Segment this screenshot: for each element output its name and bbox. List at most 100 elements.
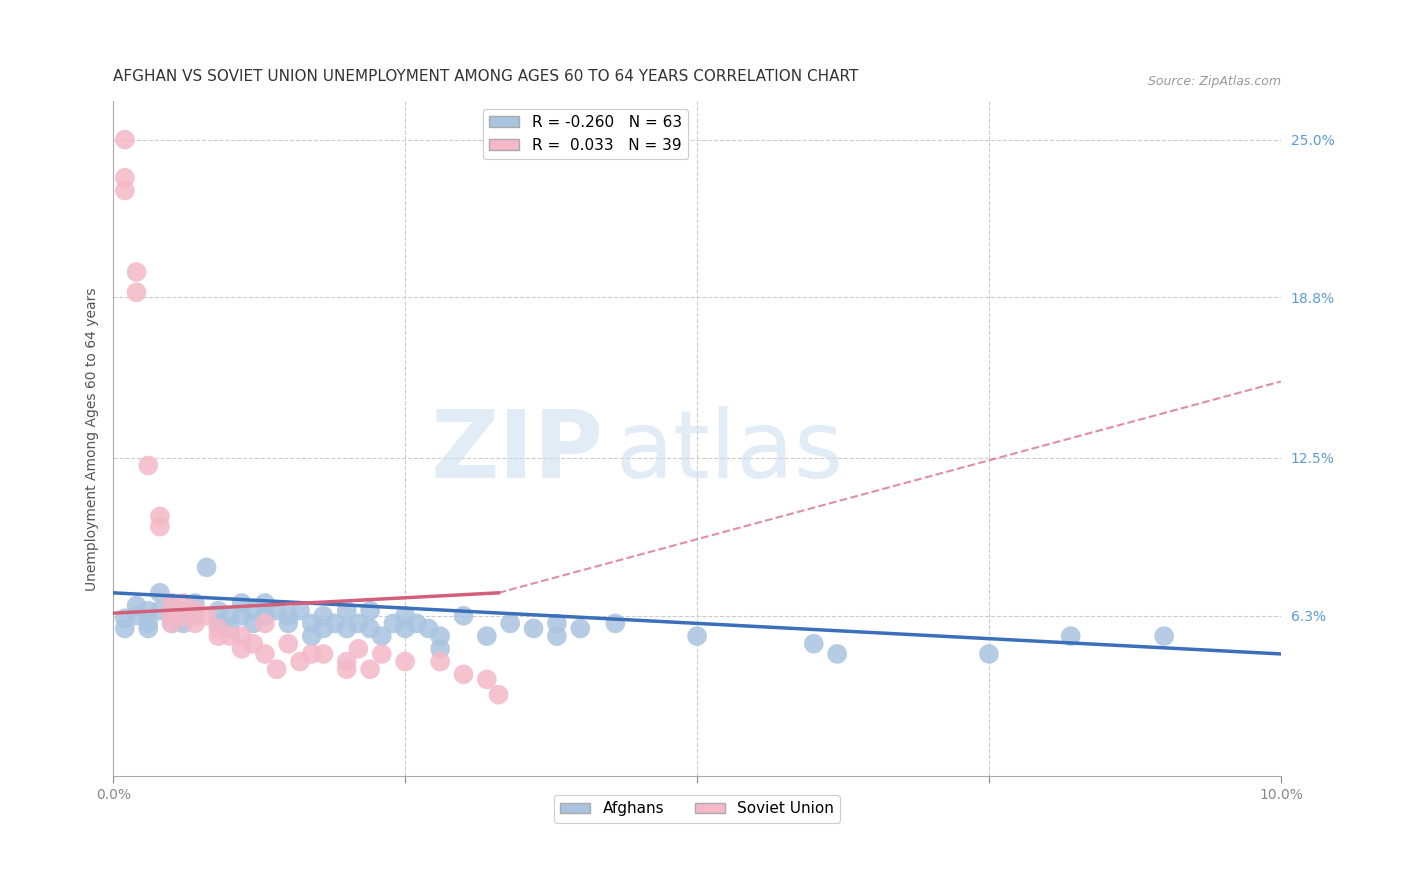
Point bbox=[114, 132, 136, 146]
Point bbox=[382, 616, 405, 631]
Point bbox=[172, 608, 194, 623]
Point bbox=[336, 604, 359, 618]
Point bbox=[160, 596, 183, 610]
Point bbox=[266, 604, 288, 618]
Point bbox=[825, 647, 848, 661]
Point bbox=[336, 662, 359, 676]
Point bbox=[453, 608, 475, 623]
Point bbox=[359, 604, 381, 618]
Point bbox=[803, 637, 825, 651]
Point bbox=[160, 616, 183, 631]
Point bbox=[371, 647, 394, 661]
Point bbox=[394, 655, 416, 669]
Point bbox=[475, 629, 498, 643]
Point bbox=[207, 629, 229, 643]
Point bbox=[253, 596, 276, 610]
Point bbox=[219, 622, 242, 636]
Y-axis label: Unemployment Among Ages 60 to 64 years: Unemployment Among Ages 60 to 64 years bbox=[86, 287, 100, 591]
Point bbox=[160, 616, 183, 631]
Point bbox=[172, 616, 194, 631]
Point bbox=[207, 622, 229, 636]
Point bbox=[336, 622, 359, 636]
Point bbox=[136, 604, 159, 618]
Point bbox=[114, 184, 136, 198]
Point bbox=[301, 629, 323, 643]
Point bbox=[136, 458, 159, 473]
Point bbox=[231, 596, 253, 610]
Point bbox=[569, 622, 592, 636]
Point bbox=[219, 629, 242, 643]
Point bbox=[429, 655, 451, 669]
Point bbox=[114, 170, 136, 185]
Point bbox=[546, 616, 568, 631]
Point bbox=[522, 622, 544, 636]
Point bbox=[160, 596, 183, 610]
Point bbox=[219, 608, 242, 623]
Point bbox=[184, 608, 207, 623]
Point bbox=[475, 673, 498, 687]
Point bbox=[301, 647, 323, 661]
Text: ZIP: ZIP bbox=[430, 406, 603, 499]
Point bbox=[242, 637, 264, 651]
Point bbox=[195, 560, 218, 574]
Point bbox=[277, 608, 299, 623]
Point bbox=[1060, 629, 1083, 643]
Point bbox=[394, 608, 416, 623]
Point bbox=[136, 622, 159, 636]
Point bbox=[453, 667, 475, 681]
Point bbox=[323, 616, 346, 631]
Point bbox=[371, 629, 394, 643]
Point bbox=[394, 622, 416, 636]
Point bbox=[429, 641, 451, 656]
Point bbox=[288, 604, 311, 618]
Point bbox=[125, 608, 148, 623]
Point bbox=[160, 608, 183, 623]
Point bbox=[1153, 629, 1175, 643]
Point bbox=[488, 688, 510, 702]
Point bbox=[125, 599, 148, 613]
Point bbox=[253, 608, 276, 623]
Point bbox=[184, 596, 207, 610]
Point bbox=[172, 596, 194, 610]
Point bbox=[546, 629, 568, 643]
Point bbox=[266, 662, 288, 676]
Text: Source: ZipAtlas.com: Source: ZipAtlas.com bbox=[1147, 75, 1281, 87]
Point bbox=[195, 608, 218, 623]
Point bbox=[499, 616, 522, 631]
Point bbox=[301, 616, 323, 631]
Point bbox=[125, 265, 148, 279]
Point bbox=[149, 604, 172, 618]
Point bbox=[114, 611, 136, 625]
Point bbox=[207, 616, 229, 631]
Point bbox=[347, 641, 370, 656]
Point bbox=[253, 616, 276, 631]
Text: AFGHAN VS SOVIET UNION UNEMPLOYMENT AMONG AGES 60 TO 64 YEARS CORRELATION CHART: AFGHAN VS SOVIET UNION UNEMPLOYMENT AMON… bbox=[114, 69, 859, 84]
Point bbox=[336, 655, 359, 669]
Point bbox=[149, 509, 172, 524]
Point bbox=[686, 629, 709, 643]
Point bbox=[405, 616, 427, 631]
Point bbox=[312, 647, 335, 661]
Point bbox=[977, 647, 1000, 661]
Point bbox=[207, 604, 229, 618]
Point bbox=[347, 616, 370, 631]
Point bbox=[253, 647, 276, 661]
Point bbox=[114, 622, 136, 636]
Point bbox=[231, 641, 253, 656]
Text: atlas: atlas bbox=[616, 406, 844, 499]
Point bbox=[184, 604, 207, 618]
Point bbox=[125, 285, 148, 300]
Legend: Afghans, Soviet Union: Afghans, Soviet Union bbox=[554, 796, 841, 822]
Point bbox=[312, 608, 335, 623]
Point bbox=[149, 586, 172, 600]
Point bbox=[231, 629, 253, 643]
Point bbox=[288, 655, 311, 669]
Point bbox=[312, 622, 335, 636]
Point bbox=[429, 629, 451, 643]
Point bbox=[149, 519, 172, 533]
Point bbox=[277, 637, 299, 651]
Point bbox=[277, 616, 299, 631]
Point bbox=[418, 622, 440, 636]
Point bbox=[359, 622, 381, 636]
Point bbox=[359, 662, 381, 676]
